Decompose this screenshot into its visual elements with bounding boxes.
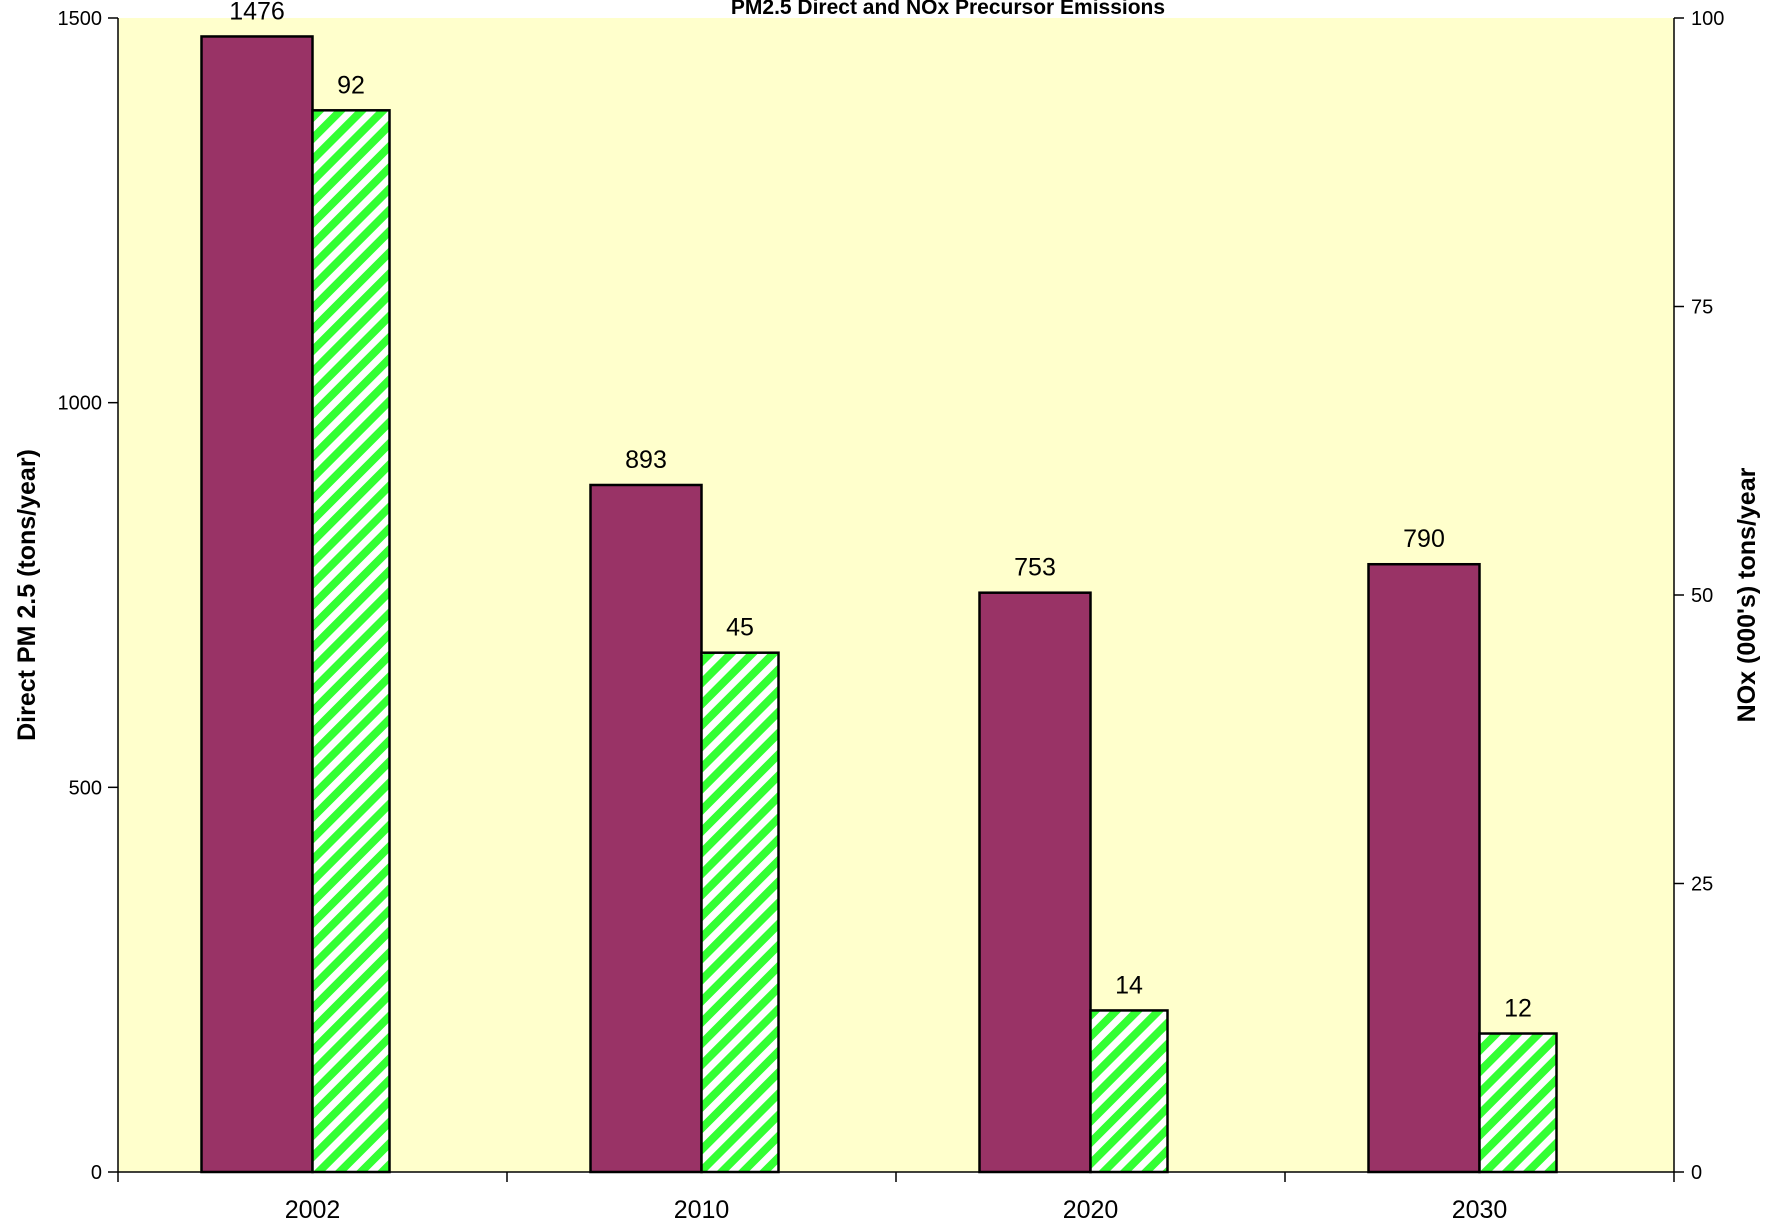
right-tick-label-25: 25: [1691, 874, 1713, 896]
data-label-nox-2010: 45: [726, 614, 754, 642]
data-label-pm25-2030: 790: [1403, 525, 1445, 553]
category-label-2030: 2030: [1452, 1196, 1508, 1222]
category-label-2002: 2002: [285, 1196, 341, 1222]
bar-nox-2030: [1478, 1032, 1558, 1174]
left-tick-label-1000: 1000: [58, 393, 103, 415]
data-label-pm25-2020: 753: [1014, 554, 1056, 582]
bar-pm25-2010: [589, 483, 703, 1174]
right-tick-label-100: 100: [1691, 8, 1724, 30]
right-tick-label-75: 75: [1691, 297, 1713, 319]
left-tick-label-500: 500: [69, 777, 102, 799]
bar-nox-2020: [1089, 1009, 1169, 1174]
right-tick-label-0: 0: [1691, 1162, 1702, 1184]
left-tick-label-1500: 1500: [58, 8, 103, 30]
data-label-pm25-2010: 893: [625, 446, 667, 474]
data-label-nox-2020: 14: [1115, 971, 1143, 999]
left-tick-label-0: 0: [91, 1162, 102, 1184]
right-tick-label-50: 50: [1691, 585, 1713, 607]
category-label-2010: 2010: [674, 1196, 730, 1222]
bar-pm25-2002: [200, 35, 314, 1174]
bar-nox-2010: [700, 651, 780, 1174]
chart-title: PM2.5 Direct and NOx Precursor Emissions: [731, 0, 1165, 19]
category-label-2020: 2020: [1063, 1196, 1119, 1222]
data-label-nox-2002: 92: [337, 71, 365, 99]
right-axis-title: NOx (000's) tons/year: [1733, 467, 1761, 722]
bar-pm25-2020: [978, 591, 1092, 1174]
bar-pm25-2030: [1367, 562, 1481, 1174]
bar-nox-2002: [311, 109, 391, 1174]
left-axis-title: Direct PM 2.5 (tons/year): [13, 449, 41, 741]
data-label-nox-2030: 12: [1504, 995, 1532, 1023]
data-label-pm25-2002: 1476: [229, 0, 285, 25]
